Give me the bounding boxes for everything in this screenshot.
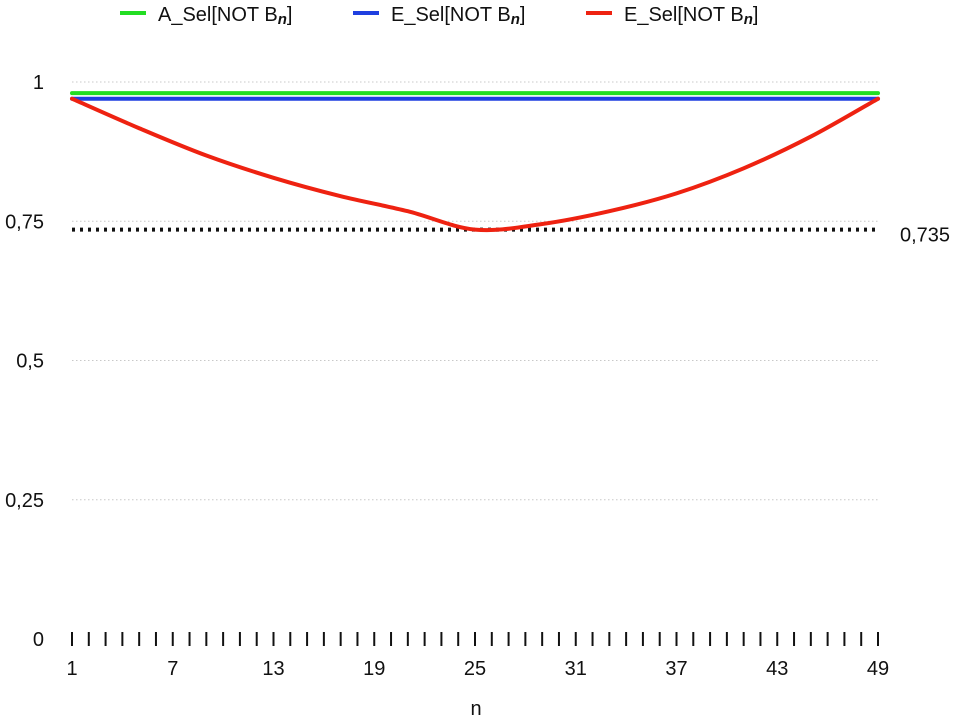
series-lines	[70, 91, 880, 233]
legend-label: E_Sel[NOT Bn]	[391, 4, 525, 28]
legend-label-text: E_Sel[NOT B	[391, 4, 511, 26]
x-tick-label: 43	[766, 658, 788, 680]
legend-label-text: ]	[287, 4, 293, 26]
x-tick-label: 1	[66, 658, 77, 680]
x-tick-label: 31	[565, 658, 587, 680]
legend-label-text: A_Sel[NOT B	[158, 4, 278, 26]
x-tick-label: 25	[464, 658, 486, 680]
x-axis-label: n	[470, 698, 481, 720]
y-tick-label: 0,5	[16, 351, 44, 373]
legend-label-subscript: n	[511, 11, 520, 28]
reference-line-label: 0,735	[900, 225, 950, 247]
y-tick-label: 0	[33, 629, 44, 651]
y-tick-label: 1	[33, 72, 44, 94]
legend-label: E_Sel[NOT Bn]	[624, 4, 758, 28]
x-tick-label: 49	[867, 658, 889, 680]
y-tick-label: 0,25	[5, 490, 44, 512]
y-axis: 0 0,25 0,5 0,75 1	[5, 72, 44, 651]
legend-label-text: ]	[753, 4, 759, 26]
x-tick-label: 13	[262, 658, 284, 680]
x-tick-label: 7	[167, 658, 178, 680]
x-axis: 1 7 13 19 25 31 37 43 49	[66, 632, 889, 680]
legend: A_Sel[NOT Bn] E_Sel[NOT Bn] E_Sel[NOT Bn]	[120, 4, 758, 28]
y-tick-label: 0,75	[5, 211, 44, 233]
series-line-3	[70, 96, 880, 233]
x-tick-label: 19	[363, 658, 385, 680]
legend-label-text: E_Sel[NOT B	[624, 4, 744, 26]
legend-label-subscript: n	[744, 11, 753, 28]
x-tick-label: 37	[665, 658, 687, 680]
grid-lines	[72, 81, 878, 501]
legend-label-subscript: n	[278, 11, 287, 28]
legend-label: A_Sel[NOT Bn]	[158, 4, 292, 28]
legend-label-text: ]	[520, 4, 526, 26]
